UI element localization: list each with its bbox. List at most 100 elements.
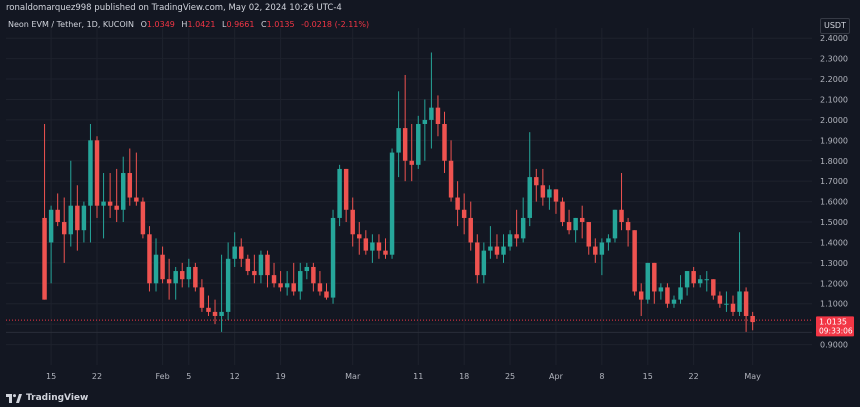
high-label: H — [181, 20, 188, 29]
candle-body — [481, 250, 487, 276]
y-tick-label: 1.8000 — [820, 157, 848, 166]
candle-body — [455, 197, 460, 210]
candle-body — [94, 140, 100, 206]
candle-body — [717, 295, 723, 304]
candle-body — [586, 222, 591, 247]
candle-body — [514, 234, 519, 239]
candle-body — [422, 119, 428, 124]
tradingview-logo-icon — [6, 393, 22, 403]
x-tick-label: 22 — [92, 372, 102, 381]
candle-body — [389, 152, 395, 255]
candle-body — [704, 279, 709, 281]
candle-body — [271, 275, 277, 284]
candle-body — [121, 173, 126, 210]
candle-body — [232, 246, 237, 259]
x-tick-label: Mar — [345, 372, 361, 381]
candle-body — [284, 283, 290, 288]
candle-body — [461, 209, 467, 218]
x-tick-label: 8 — [599, 372, 604, 381]
candle-body — [376, 242, 382, 251]
candle-body — [743, 291, 749, 316]
high-value: 1.0421 — [187, 20, 216, 29]
candle-body — [691, 271, 696, 284]
candle-body — [61, 222, 67, 235]
candle-body — [298, 271, 303, 292]
candle-body — [442, 123, 447, 161]
candle-body — [199, 287, 205, 308]
candle-body — [206, 307, 211, 312]
candle-body — [330, 217, 336, 298]
candle-body — [324, 291, 329, 298]
candle-body — [638, 291, 644, 300]
candle-body — [278, 283, 283, 288]
y-tick-label: 2.1000 — [820, 95, 848, 104]
candle-body — [527, 177, 532, 218]
x-tick-label: 22 — [689, 372, 699, 381]
candle-body — [186, 266, 192, 280]
candle-body — [153, 254, 159, 284]
open-value: 1.0349 — [146, 20, 175, 29]
candle-body — [219, 311, 224, 316]
candle-body — [252, 271, 257, 276]
currency-badge[interactable]: USDT — [820, 18, 850, 34]
candle-body — [448, 160, 454, 198]
candle-body — [579, 217, 585, 223]
candle-body — [599, 242, 605, 255]
y-tick-label: 1.6000 — [820, 198, 848, 207]
candle-body — [671, 299, 677, 304]
x-tick-label: 18 — [459, 372, 469, 381]
close-value: 1.0135 — [266, 20, 295, 29]
candle-body — [606, 238, 611, 243]
change-value: -0.0218 (-2.11%) — [301, 20, 370, 29]
candle-body — [166, 279, 172, 284]
candle-body — [363, 238, 369, 251]
y-tick-label: 2.2000 — [820, 75, 848, 84]
candle-body — [632, 230, 637, 292]
candle-body — [317, 283, 323, 292]
x-tick-label: Feb — [155, 372, 169, 381]
candle-body — [501, 246, 506, 255]
candle-body — [560, 201, 565, 223]
candle-body — [625, 222, 631, 231]
last-price-tag-bg — [816, 316, 854, 337]
candle-body — [357, 234, 362, 239]
candle-body — [55, 209, 60, 223]
candle-body — [724, 303, 729, 305]
candle-body — [337, 168, 342, 218]
candle-body — [88, 140, 93, 206]
x-tick-label: 19 — [275, 372, 285, 381]
candle-body — [737, 291, 742, 312]
low-value: 0.9661 — [226, 20, 255, 29]
candle-body — [147, 234, 152, 284]
publisher-line: ronaldomarquez998 published on TradingVi… — [6, 3, 342, 13]
candle-body — [75, 205, 80, 231]
brand-label: TradingView — [26, 393, 89, 403]
candle-body — [180, 271, 185, 280]
low-label: L — [221, 20, 227, 29]
x-tick-label: Apr — [549, 372, 564, 381]
candle-body — [520, 217, 526, 239]
candle-body — [258, 254, 264, 276]
countdown-value: 09:33:06 — [819, 326, 853, 335]
candle-body — [304, 266, 310, 272]
candle-body — [429, 107, 434, 120]
candle-body — [416, 123, 421, 165]
candle-body — [678, 287, 683, 300]
candle-body — [730, 303, 736, 312]
candle-body — [383, 250, 388, 255]
open-label: O — [140, 20, 147, 29]
symbol-name[interactable]: Neon EVM / Tether, 1D, KUCOIN — [8, 20, 135, 29]
candle-body — [645, 262, 650, 300]
candle-body — [409, 160, 414, 165]
x-tick-label: 11 — [413, 372, 423, 381]
candle-body — [697, 279, 703, 284]
x-tick-label: 5 — [186, 372, 191, 381]
candle-body — [658, 287, 664, 292]
candle-body — [370, 242, 375, 251]
close-label: C — [261, 20, 267, 29]
candle-body — [350, 209, 355, 235]
footer: TradingView — [6, 393, 88, 403]
x-axis: 15 22 Feb 5 12 19 Mar 11 18 25 Apr 8 15 22 May — [46, 372, 761, 381]
y-tick-label: 2.0000 — [820, 116, 848, 125]
